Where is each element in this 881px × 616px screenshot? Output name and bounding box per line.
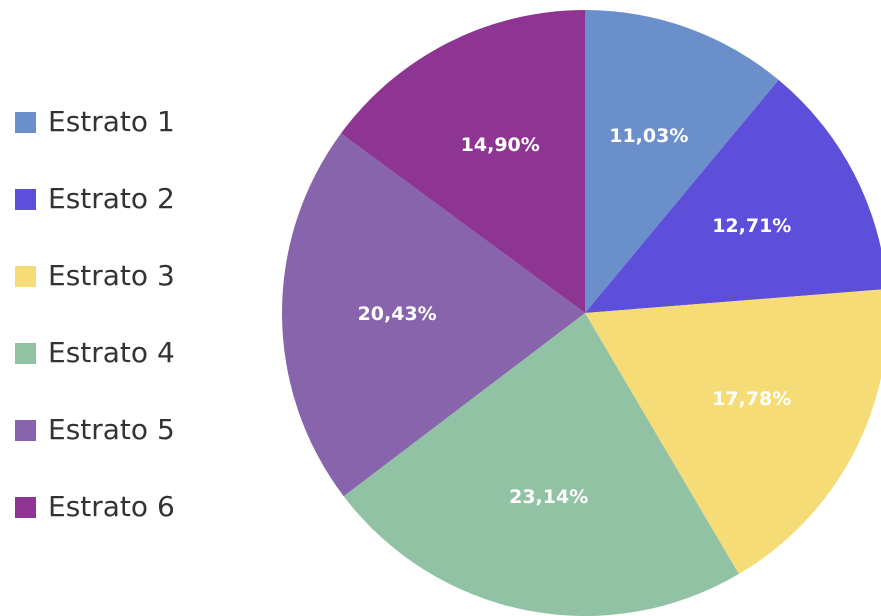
legend-swatch — [15, 497, 36, 518]
legend-label: Estrato 4 — [48, 336, 175, 369]
legend-swatch — [15, 189, 36, 210]
slice-label: 11,03% — [609, 125, 688, 147]
legend-swatch — [15, 266, 36, 287]
pie-slice — [340, 10, 585, 313]
slice-label: 23,14% — [509, 486, 588, 508]
slice-label: 17,78% — [712, 388, 791, 410]
legend-swatch — [15, 112, 36, 133]
slice-label: 12,71% — [712, 215, 791, 237]
legend-label: Estrato 6 — [48, 490, 175, 523]
slice-label: 20,43% — [358, 303, 437, 325]
legend-swatch — [15, 420, 36, 441]
pie-slice — [585, 79, 881, 313]
legend-label: Estrato 1 — [48, 105, 175, 138]
legend-label: Estrato 3 — [48, 259, 175, 292]
legend-label: Estrato 2 — [48, 182, 175, 215]
pie-slice — [281, 133, 585, 497]
pie-slice — [585, 10, 779, 313]
legend-label: Estrato 5 — [48, 413, 175, 446]
pie-slice — [343, 313, 739, 616]
legend-swatch — [15, 343, 36, 364]
slice-label: 14,90% — [461, 134, 540, 156]
pie-slice — [585, 289, 881, 575]
